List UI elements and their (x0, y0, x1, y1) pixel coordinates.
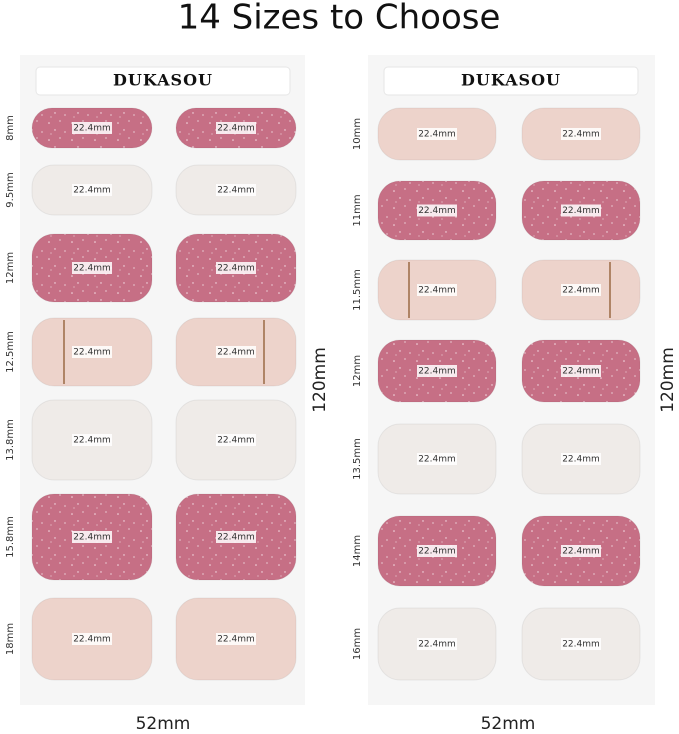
size-label: 11.5mm (352, 269, 363, 311)
brand-box (383, 66, 639, 96)
nail-size-label: 22.4mm (217, 635, 255, 645)
height-label: 120mm (310, 347, 330, 413)
size-label: 13.5mm (352, 438, 363, 480)
label-bg (72, 346, 112, 358)
label-bg (561, 453, 601, 465)
size-label: 14mm (352, 535, 363, 567)
brand-box (35, 66, 291, 96)
nail-size-label: 22.4mm (418, 455, 456, 465)
label-bg (216, 122, 256, 134)
nail-size-label: 22.4mm (562, 367, 600, 377)
nail-size-label: 22.4mm (217, 124, 255, 134)
size-label: 13.8mm (5, 419, 16, 461)
label-bg (72, 633, 112, 645)
size-label: 18mm (5, 623, 16, 655)
nail-size-label: 22.4mm (217, 186, 255, 196)
size-label: 11mm (352, 194, 363, 226)
size-label: 12.5mm (5, 331, 16, 373)
size-label: 15.8mm (5, 516, 16, 558)
nail-size-label: 22.4mm (73, 635, 111, 645)
nail-size-label: 22.4mm (562, 640, 600, 650)
label-bg (417, 545, 457, 557)
brand: DUKASOU (461, 71, 561, 90)
nail-size-label: 22.4mm (73, 436, 111, 446)
size-label: 8mm (5, 115, 16, 141)
size-label: 16mm (352, 628, 363, 660)
label-bg (72, 262, 112, 274)
nail-size-label: 22.4mm (418, 206, 456, 216)
label-bg (417, 453, 457, 465)
nail-size-label: 22.4mm (217, 264, 255, 274)
nail-size-label: 22.4mm (562, 547, 600, 557)
label-bg (72, 184, 112, 196)
nail-size-label: 22.4mm (418, 286, 456, 296)
label-bg (216, 346, 256, 358)
nail-size-label: 22.4mm (73, 533, 111, 543)
label-bg (417, 128, 457, 140)
label-bg (561, 365, 601, 377)
nail-size-label: 22.4mm (73, 124, 111, 134)
label-bg (72, 434, 112, 446)
size-label: 12mm (352, 355, 363, 387)
size-label: 12mm (5, 252, 16, 284)
nail-size-label: 22.4mm (217, 436, 255, 446)
size-label: 10mm (352, 118, 363, 150)
label-bg (72, 531, 112, 543)
label-bg (72, 122, 112, 134)
label-bg (417, 638, 457, 650)
label-bg (216, 633, 256, 645)
nail-size-label: 22.4mm (73, 264, 111, 274)
width-label: 52mm (481, 714, 536, 734)
title: 14 Sizes to Choose (178, 0, 501, 38)
label-bg (417, 365, 457, 377)
size-label: 9.5mm (5, 172, 16, 207)
height-label: 120mm (658, 347, 678, 413)
nail-size-label: 22.4mm (418, 640, 456, 650)
label-bg (417, 284, 457, 296)
nail-size-label: 22.4mm (73, 348, 111, 358)
label-bg (561, 638, 601, 650)
nail-size-label: 22.4mm (562, 455, 600, 465)
nail-size-label: 22.4mm (73, 186, 111, 196)
nail-size-label: 22.4mm (418, 130, 456, 140)
label-bg (216, 262, 256, 274)
label-bg (216, 184, 256, 196)
nail-size-label: 22.4mm (217, 348, 255, 358)
label-bg (561, 284, 601, 296)
label-bg (216, 531, 256, 543)
label-bg (561, 204, 601, 217)
label-bg (561, 545, 601, 557)
label-bg (561, 128, 601, 140)
label-bg (417, 204, 457, 217)
nail-size-label: 22.4mm (217, 533, 255, 543)
nail-size-label: 22.4mm (562, 206, 600, 216)
nail-size-label: 22.4mm (418, 367, 456, 377)
brand: DUKASOU (113, 71, 213, 90)
width-label: 52mm (136, 714, 191, 734)
nail-size-label: 22.4mm (562, 286, 600, 296)
label-bg (216, 434, 256, 446)
nail-size-label: 22.4mm (562, 130, 600, 140)
nail-size-label: 22.4mm (418, 547, 456, 557)
